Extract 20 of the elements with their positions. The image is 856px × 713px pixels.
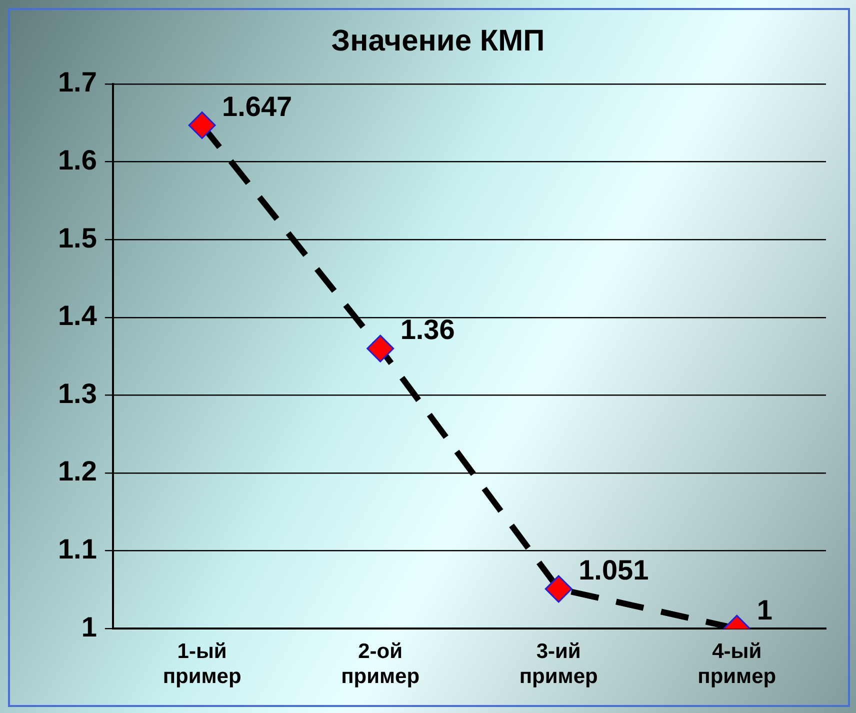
y-tick-label: 1.4 — [58, 300, 98, 332]
chart-title: Значение КМП — [331, 24, 545, 58]
point — [366, 334, 394, 362]
y-tick-label: 1 — [81, 611, 97, 642]
x-tick-label: 1-ый пример — [162, 640, 242, 688]
data-label: 1.051 — [578, 554, 649, 586]
x-tick-label: 3-ий пример — [519, 640, 598, 688]
data-label: 1.647 — [222, 90, 292, 122]
y-tick-label: 1.5 — [58, 222, 97, 254]
point — [544, 575, 572, 603]
x-tick-label: 4-ый пример — [698, 640, 776, 688]
x-tick-label: 2-ой пример — [341, 640, 420, 688]
y-tick-label: 1.7 — [58, 66, 97, 98]
y-tick-label: 1.1 — [58, 534, 97, 565]
y-tick-label: 1.6 — [58, 144, 97, 176]
point — [188, 111, 216, 139]
data-label: 1 — [756, 594, 772, 626]
data-label: 1.36 — [400, 314, 455, 346]
y-tick-label: 1.3 — [58, 378, 97, 409]
y-tick-label: 1.2 — [58, 456, 97, 487]
